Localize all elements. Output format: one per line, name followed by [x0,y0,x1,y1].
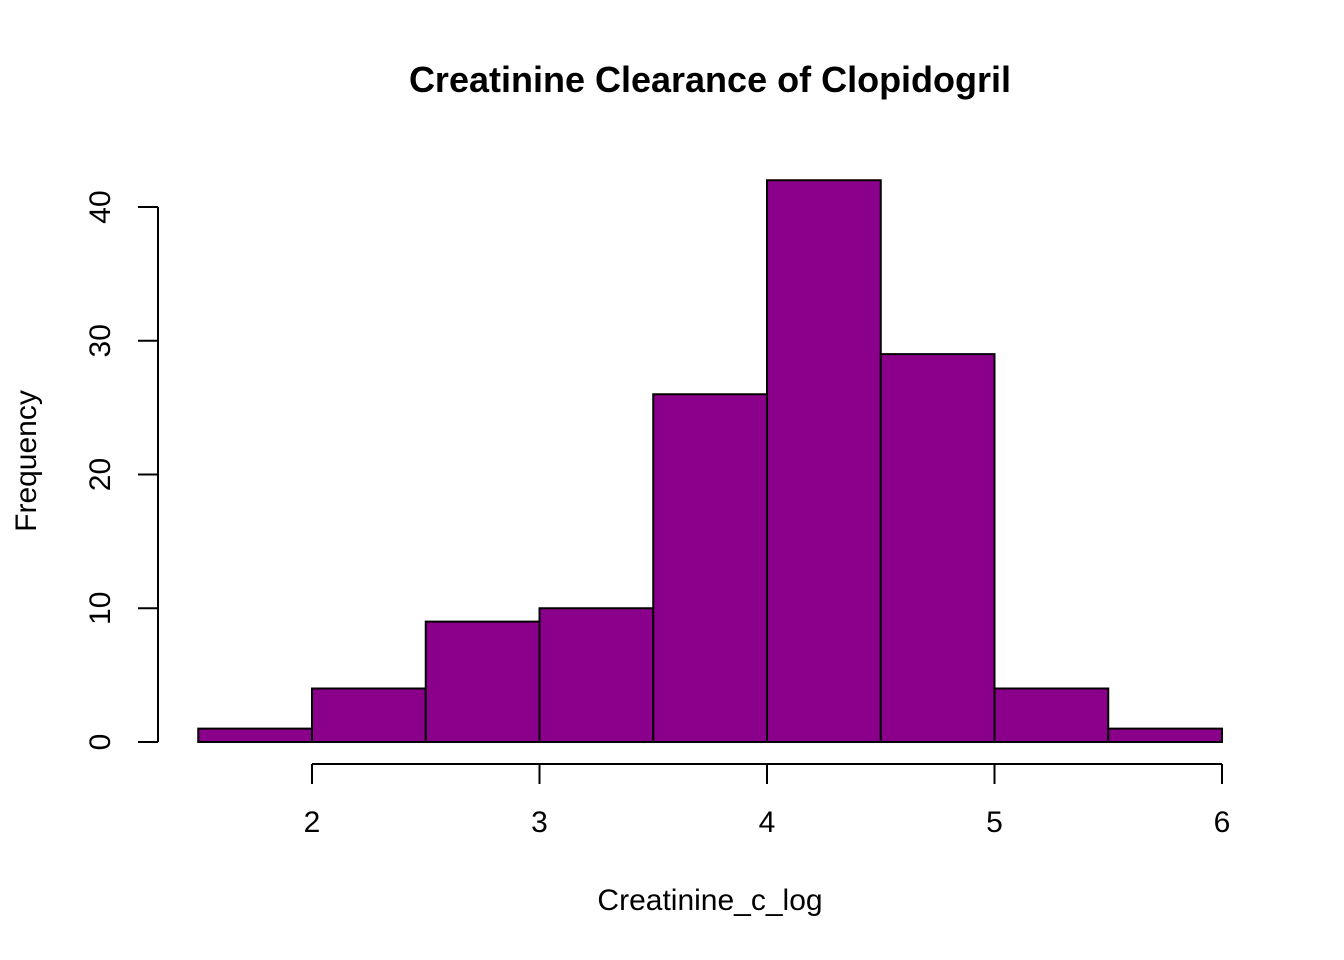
x-tick-label: 5 [986,806,1003,839]
histogram-bar-4 [538,607,655,743]
x-axis-label: Creatinine_c_log [597,884,822,917]
y-tick-label: 40 [84,190,117,223]
histogram-bar-2 [311,687,427,743]
y-tick-label: 10 [84,592,117,625]
chart-title: Creatinine Clearance of Clopidogril [409,59,1011,100]
y-tick-label: 20 [84,458,117,491]
histogram-bar-1 [197,727,313,743]
histogram-bar-3 [424,620,541,743]
x-tick-label: 2 [304,806,321,839]
y-tick-label: 30 [84,324,117,357]
histogram-bar-6 [766,179,882,743]
x-axis: 2 3 4 5 6 [304,763,1231,839]
histogram-bar-5 [652,393,768,743]
histogram-bar-9 [1107,727,1223,743]
y-tick-label: 0 [84,734,117,751]
y-axis-label: Frequency [10,390,43,532]
x-tick-label: 3 [531,806,548,839]
histogram-bar-7 [879,353,996,743]
histogram-bar-8 [993,687,1110,743]
x-tick-label: 4 [759,806,776,839]
bars-group [197,179,1223,743]
y-axis: 0 10 20 30 40 [84,190,159,751]
x-tick-label: 6 [1214,806,1231,839]
